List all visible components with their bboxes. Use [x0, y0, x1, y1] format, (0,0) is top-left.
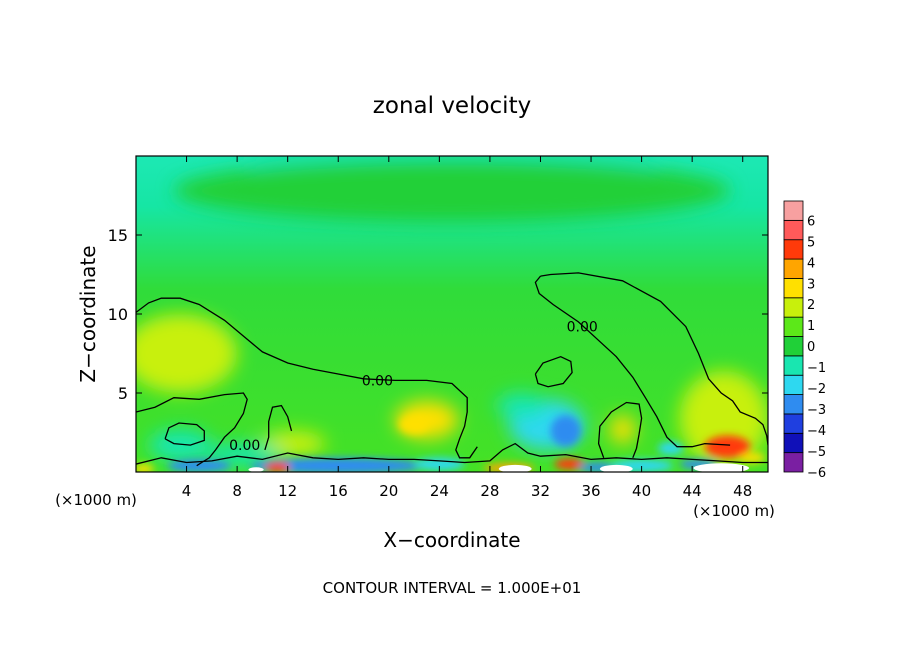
field-feature-26 — [136, 464, 154, 472]
field-feature-8 — [550, 415, 581, 447]
plot-area: 0.00 0.00 0.00 — [135, 155, 769, 473]
contour-upper-east — [540, 272, 768, 446]
colorbar: −6 −5 −4 −3 −2 −1 0 1 2 3 4 5 6 — [783, 200, 826, 481]
contour-surface — [136, 442, 768, 465]
x-tick-label: 12 — [278, 482, 297, 500]
colorbar-swatch — [783, 219, 804, 241]
x-axis-label: X−coordinate — [383, 528, 520, 552]
field-feature-11 — [205, 443, 282, 466]
x-tick-label: 28 — [480, 482, 499, 500]
x-unit-right: (×1000 m) — [693, 502, 775, 520]
field-feature-10 — [148, 429, 212, 461]
x-tick-label: 32 — [531, 482, 550, 500]
colorbar-swatch — [783, 278, 804, 299]
field-feature-25 — [414, 457, 465, 471]
x-tick-label: 20 — [379, 482, 398, 500]
x-tick-label: 44 — [683, 482, 702, 500]
contour-upper-west — [136, 297, 478, 459]
x-tick-label: 24 — [430, 482, 449, 500]
x-tick-label: 8 — [232, 482, 242, 500]
field-feature-24 — [740, 453, 766, 463]
colorbar-label: 3 — [807, 277, 815, 292]
field-feature-20 — [554, 458, 585, 470]
field-blank-3 — [248, 467, 264, 472]
field-feature-18 — [264, 462, 291, 472]
colorbar-swatch — [783, 239, 804, 260]
contour-label-1: 0.00 — [567, 320, 598, 336]
field-feature-15 — [658, 441, 684, 455]
contour-lower-mid — [597, 401, 643, 459]
colorbar-label: 6 — [807, 214, 815, 229]
field-broad-features — [136, 156, 768, 466]
field-blank-2 — [498, 464, 532, 472]
x-tick-label: 40 — [632, 482, 651, 500]
contour-label-0: 0.00 — [362, 373, 393, 389]
field-feature-16 — [249, 457, 427, 472]
colorbar-swatch — [783, 452, 804, 473]
colorbar-swatch — [783, 394, 804, 415]
colorbar-label: −6 — [807, 466, 826, 481]
colorbar-label: −5 — [807, 445, 826, 460]
colorbar-label: 0 — [807, 340, 815, 355]
x-tick-label: 16 — [329, 482, 348, 500]
contour-labels: 0.00 0.00 0.00 — [229, 320, 598, 455]
field-blank-1 — [599, 464, 633, 472]
x-tick-label: 4 — [182, 482, 192, 500]
contour-interval-note: CONTOUR INTERVAL = 1.000E+01 — [323, 579, 582, 597]
field-feature-6 — [262, 430, 326, 457]
x-tick-label: 36 — [581, 482, 600, 500]
x-tick-label: 48 — [733, 482, 752, 500]
colorbar-label: 2 — [807, 298, 815, 313]
colorbar-swatch — [783, 336, 804, 357]
contour-upper-east-left — [534, 275, 731, 448]
contour-lower-west — [136, 392, 248, 467]
colorbar-label: −2 — [807, 382, 826, 397]
y-tick-label: 15 — [108, 226, 128, 245]
x-unit-left: (×1000 m) — [55, 491, 137, 509]
y-tick-label: 5 — [118, 384, 128, 403]
x-axis-ticks: 4 8 12 16 20 24 28 32 36 40 44 48 — [182, 156, 752, 500]
colorbar-label: −1 — [807, 361, 826, 376]
field-feature-9 — [496, 393, 547, 419]
contour-island-mid — [534, 355, 573, 388]
contour-island-west — [164, 422, 205, 446]
velocity-field — [136, 156, 768, 472]
colorbar-swatch — [783, 258, 804, 279]
chart-title: zonal velocity — [373, 93, 531, 119]
field-feature-12 — [610, 415, 636, 444]
contour-lower-midwest — [264, 404, 293, 451]
field-feature-5 — [398, 415, 430, 435]
colorbar-swatch — [783, 374, 804, 395]
contour-label-2: 0.00 — [229, 438, 260, 454]
colorbar-label: 1 — [807, 319, 815, 334]
y-axis-label: Z−coordinate — [76, 245, 100, 382]
colorbar-label: 4 — [807, 256, 815, 271]
contour-lines — [136, 272, 768, 467]
colorbar-label: −4 — [807, 424, 826, 439]
colorbar-swatch — [783, 355, 804, 376]
colorbar-swatch — [783, 297, 804, 318]
y-tick-label: 10 — [108, 305, 128, 324]
colorbar-swatch — [783, 432, 804, 454]
colorbar-swatch — [783, 413, 804, 434]
y-axis-ticks: 5 10 15 — [108, 226, 768, 403]
field-feature-2 — [136, 314, 238, 393]
field-blank-0 — [693, 463, 750, 472]
field-feature-1 — [173, 159, 731, 223]
colorbar-label: −3 — [807, 403, 826, 418]
colorbar-label: 5 — [807, 235, 815, 250]
colorbar-swatch — [783, 200, 804, 221]
colorbar-swatch — [783, 316, 804, 337]
